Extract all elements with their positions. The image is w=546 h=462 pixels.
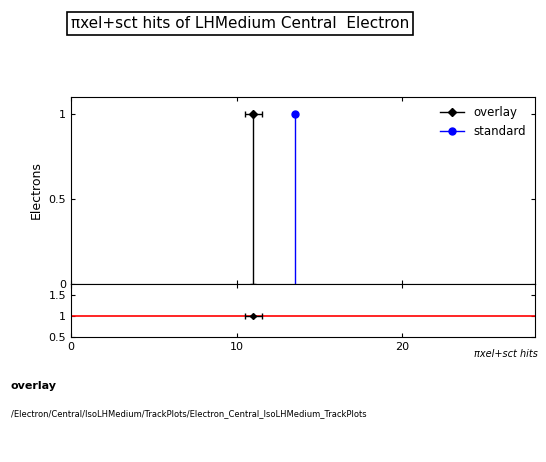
- Y-axis label: Electrons: Electrons: [30, 162, 43, 219]
- Legend: overlay, standard: overlay, standard: [436, 103, 529, 142]
- Text: πxel+sct hits: πxel+sct hits: [474, 349, 538, 359]
- Text: /Electron/Central/IsoLHMedium/TrackPlots/Electron_Central_IsoLHMedium_TrackPlots: /Electron/Central/IsoLHMedium/TrackPlots…: [11, 409, 366, 418]
- Text: overlay: overlay: [11, 381, 57, 391]
- Text: πxel+sct hits of LHMedium Central  Electron: πxel+sct hits of LHMedium Central Electr…: [71, 16, 410, 31]
